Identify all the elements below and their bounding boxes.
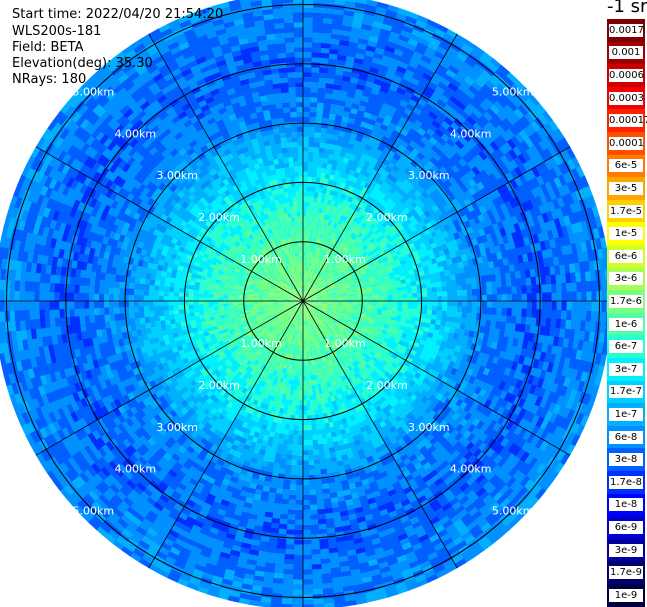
ring-label: 4.00km [115, 463, 157, 476]
ppi-cell-group [139, 132, 468, 466]
ppi-plot: 1.00km 1.00km 1.00km 1.00km 2.00km 2.00km 2.00… [0, 0, 607, 607]
radial-line [302, 300, 458, 569]
ppi-cell-group [0, 0, 607, 607]
colorbar-label: 0.0001 [609, 136, 644, 150]
colorbar-label: 1e-8 [609, 498, 643, 512]
colorbar-label: 3e-9 [609, 543, 643, 557]
colorbar-cell: 0.0006 [607, 64, 645, 88]
colorbar-label: 0.0003 [609, 91, 644, 105]
ring-label: 4.00km [450, 127, 492, 140]
colorbar-label: 6e-9 [609, 520, 643, 534]
ring-label: 1.00km [240, 253, 282, 266]
ppi-cell-group [0, 0, 607, 607]
colorbar-cell: 3e-9 [607, 538, 645, 562]
ring-label: 4.00km [450, 463, 492, 476]
start-time-text: Start time: 2022/04/20 21:54:20 [12, 7, 224, 22]
colorbar-cell: 0.0017 [607, 19, 645, 43]
colorbar-label: 1e-7 [609, 407, 643, 421]
ring-label: 4.00km [115, 127, 157, 140]
colorbar-cell: 1.7e-5 [607, 199, 645, 223]
ring-label: 2.00km [366, 211, 408, 224]
ppi-cell-group [154, 157, 450, 446]
ring-label: 1.00km [240, 337, 282, 350]
colorbar-cell: 3e-7 [607, 358, 645, 382]
colorbar-cell: 3e-6 [607, 267, 645, 291]
colorbar-label: 1.7e-6 [609, 294, 643, 308]
ring-label: 1.00km [324, 337, 366, 350]
colorbar-label: 1.7e-5 [609, 204, 643, 218]
colorbar-label: 6e-5 [609, 159, 643, 173]
colorbar-cell: 0.00017 [607, 109, 647, 133]
colorbar-label: 1.7e-8 [609, 475, 643, 489]
colorbar-cell: 6e-5 [607, 154, 645, 178]
radial-line [148, 33, 304, 302]
range-labels: 1.00km 1.00km 1.00km 1.00km 2.00km 2.00km 2.00… [73, 85, 534, 517]
colorbar-cell: 0.001 [607, 41, 645, 65]
colorbar-cell: 1e-5 [607, 222, 645, 246]
colorbar-cell: 6e-6 [607, 245, 645, 269]
colorbar-label: 3e-6 [609, 272, 643, 286]
ring-label: 5.00km [492, 505, 534, 518]
colorbar-cell: 1.7e-9 [607, 561, 645, 585]
ppi-cell-group [173, 172, 433, 431]
colorbar-cell: 1.7e-6 [607, 290, 645, 314]
colorbar-label: 1e-9 [609, 588, 643, 602]
colorbar-cell: 0.0003 [607, 86, 645, 110]
ring-label: 2.00km [198, 379, 240, 392]
colorbar-label: 1e-6 [609, 317, 643, 331]
ring-label: 3.00km [156, 421, 198, 434]
radial-line [35, 146, 304, 302]
colorbar-label: 0.001 [609, 46, 643, 60]
colorbar-unit: -1 sr [607, 0, 647, 17]
ring-label: 2.00km [198, 211, 240, 224]
nrays-text: NRays: 180 [12, 72, 87, 87]
ring-label: 3.00km [408, 169, 450, 182]
colorbar-cell: 6e-9 [607, 516, 645, 540]
radial-line [148, 300, 304, 569]
colorbar-label: 1.7e-9 [609, 566, 643, 580]
colorbar-cell: 1e-9 [607, 584, 645, 607]
colorbar-label: 1.7e-7 [609, 385, 643, 399]
elevation-text: Elevation(deg): 35.30 [12, 56, 153, 71]
colorbar-label: 3e-8 [609, 453, 643, 467]
colorbar-cell: 3e-5 [607, 177, 645, 201]
colorbar-label: 0.0006 [609, 68, 644, 82]
ring-label: 1.00km [324, 253, 366, 266]
range-grid [0, 0, 607, 607]
colorbar-label: 0.0017 [609, 23, 644, 37]
colorbar-label: 6e-6 [609, 249, 643, 263]
colorbar-label: 3e-5 [609, 181, 643, 195]
colorbar-cell: 1e-8 [607, 493, 645, 517]
colorbar-cell: 3e-8 [607, 448, 645, 472]
colorbar-cell: 1e-7 [607, 403, 645, 427]
colorbar-label: 0.00017 [609, 114, 647, 128]
radial-line [302, 146, 571, 302]
ring-label: 3.00km [156, 169, 198, 182]
radial-line [302, 33, 458, 302]
radial-line [302, 300, 571, 456]
colorbar-cell: 0.0001 [607, 132, 645, 156]
ring-label: 5.00km [492, 85, 534, 98]
ring-label: 3.00km [408, 421, 450, 434]
colorbar-cell: 6e-8 [607, 425, 645, 449]
ring-label: 2.00km [366, 379, 408, 392]
instrument-name: WLS200s-181 [12, 24, 102, 39]
colorbar-label: 1e-5 [609, 227, 643, 241]
colorbar-label: 3e-7 [609, 362, 643, 376]
colorbar-cell: 6e-7 [607, 335, 645, 359]
radial-line [35, 300, 304, 456]
colorbar-label: 6e-8 [609, 430, 643, 444]
colorbar-cell: 1e-6 [607, 312, 645, 336]
field-text: Field: BETA [12, 40, 84, 55]
colorbar-label: 6e-7 [609, 340, 643, 354]
ring-label: 5.00km [73, 85, 115, 98]
ring-label: 5.00km [73, 505, 115, 518]
colorbar-cell: 1.7e-7 [607, 380, 645, 404]
colorbar-cell: 1.7e-8 [607, 471, 645, 495]
